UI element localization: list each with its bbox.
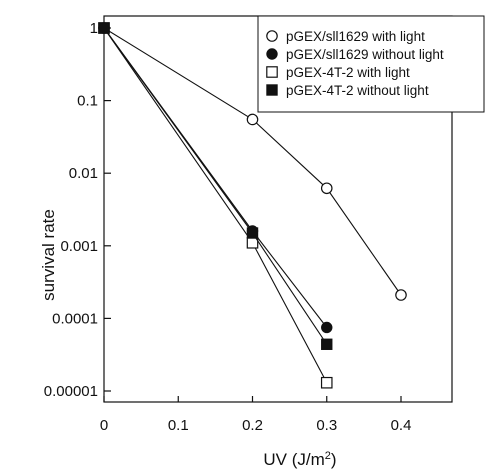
y-axis-label: survival rate bbox=[39, 209, 58, 301]
x-tick-label: 0 bbox=[100, 417, 108, 434]
legend-box bbox=[257, 15, 485, 113]
x-tick-label: 0.2 bbox=[242, 417, 263, 434]
data-point bbox=[98, 22, 110, 34]
x-axis-label-main: UV (J/m bbox=[263, 450, 324, 469]
data-point bbox=[320, 182, 333, 195]
series-4 bbox=[98, 22, 333, 350]
legend: pGEX/sll1629 with light pGEX/sll1629 with… bbox=[257, 15, 485, 113]
y-tick-label: 0.1 bbox=[77, 93, 98, 110]
x-axis-label-close: ) bbox=[331, 450, 337, 469]
legend-label: pGEX/sll1629 without light bbox=[286, 47, 444, 62]
legend-marker bbox=[266, 30, 278, 42]
y-tick-label: 0.0001 bbox=[52, 310, 98, 327]
data-point bbox=[320, 376, 333, 389]
x-tick-label: 0.4 bbox=[391, 417, 412, 434]
legend-marker bbox=[266, 84, 278, 96]
y-tick-label: 0.00001 bbox=[44, 383, 98, 400]
x-axis-label: UV (J/m2) bbox=[263, 450, 336, 469]
y-tick-label: 1 bbox=[90, 20, 98, 37]
legend-label: pGEX-4T-2 with light bbox=[286, 65, 410, 80]
data-point bbox=[246, 227, 259, 239]
data-point bbox=[321, 321, 333, 334]
y-tick-label: 0.001 bbox=[60, 238, 98, 255]
data-point bbox=[246, 113, 259, 126]
legend-marker bbox=[266, 66, 278, 78]
legend-label: pGEX-4T-2 without light bbox=[286, 83, 429, 98]
series-line bbox=[103, 27, 402, 296]
ticks: 0 0.1 0.2 0.3 0.4 1 0.1 0.01 0.001 0.0001 0.00001 bbox=[44, 20, 412, 434]
legend-label: pGEX/sll1629 with light bbox=[286, 29, 425, 44]
x-tick-label: 0.1 bbox=[168, 417, 189, 434]
series-layer bbox=[98, 22, 407, 389]
data-point bbox=[321, 338, 333, 350]
data-point bbox=[395, 289, 407, 301]
y-tick-label: 0.01 bbox=[69, 165, 98, 182]
x-tick-label: 0.3 bbox=[316, 417, 337, 434]
legend-marker bbox=[266, 48, 278, 60]
x-axis-label-superscript: 2 bbox=[325, 450, 331, 462]
